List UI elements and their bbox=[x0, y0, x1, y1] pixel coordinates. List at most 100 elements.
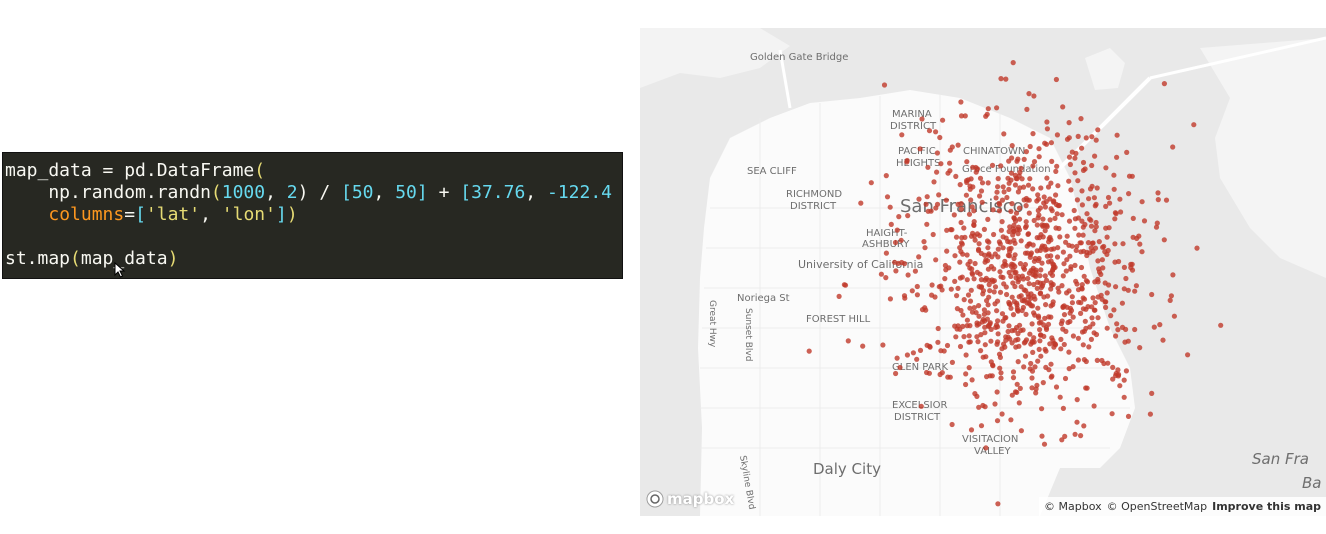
map-point bbox=[1021, 340, 1027, 346]
map-point bbox=[976, 404, 982, 410]
map-point bbox=[957, 182, 963, 188]
map-point bbox=[1017, 185, 1023, 191]
map-point bbox=[966, 339, 972, 345]
map-point bbox=[965, 292, 972, 298]
map-point bbox=[995, 254, 1001, 260]
map-point bbox=[1026, 210, 1032, 216]
map-point bbox=[1068, 307, 1075, 314]
map-point bbox=[952, 278, 958, 284]
map-point bbox=[1023, 219, 1029, 225]
map-point bbox=[1043, 141, 1050, 147]
map-point bbox=[972, 260, 978, 267]
map-point bbox=[1089, 134, 1095, 140]
map-point bbox=[1050, 281, 1056, 288]
map-point bbox=[944, 342, 951, 349]
map-point bbox=[945, 374, 951, 380]
map-point bbox=[982, 330, 988, 336]
map-point bbox=[1038, 267, 1044, 273]
map-point bbox=[1031, 217, 1037, 224]
map-point bbox=[982, 252, 988, 258]
map-point bbox=[1092, 203, 1098, 209]
map-point bbox=[987, 288, 993, 294]
map-point bbox=[980, 354, 986, 360]
map-point bbox=[947, 147, 953, 153]
map-point bbox=[1092, 245, 1099, 251]
map-point bbox=[1031, 335, 1037, 341]
map-point bbox=[1024, 106, 1030, 112]
map-point bbox=[988, 338, 994, 344]
map-point bbox=[1056, 289, 1062, 295]
map-point bbox=[951, 212, 957, 218]
map-point bbox=[1044, 126, 1050, 132]
map-point bbox=[1067, 318, 1073, 325]
mapbox-logo[interactable]: mapbox bbox=[646, 488, 734, 510]
map-point bbox=[977, 175, 984, 181]
map-point bbox=[1045, 293, 1051, 299]
map-point bbox=[1054, 132, 1060, 138]
map-point bbox=[904, 159, 910, 165]
map-point bbox=[1006, 246, 1012, 252]
map-point bbox=[1021, 287, 1027, 293]
map-view[interactable]: Golden Gate Bridge MARINA DISTRICT PACIF… bbox=[640, 28, 1326, 516]
map-point bbox=[1122, 339, 1128, 345]
map-point bbox=[1014, 324, 1020, 331]
map-point bbox=[858, 200, 864, 206]
map-point bbox=[993, 195, 999, 201]
map-point bbox=[1121, 264, 1127, 270]
map-point bbox=[1035, 305, 1041, 311]
attribution-mapbox-link[interactable]: © Mapbox bbox=[1044, 500, 1102, 513]
code-line-5: st.map(map_data) bbox=[5, 248, 179, 269]
map-point bbox=[1124, 149, 1130, 155]
map-point bbox=[1059, 437, 1065, 443]
map-canvas[interactable]: Golden Gate Bridge MARINA DISTRICT PACIF… bbox=[640, 28, 1326, 516]
map-point bbox=[1034, 198, 1040, 204]
map-point bbox=[981, 307, 987, 313]
map-point bbox=[1218, 322, 1224, 328]
map-point bbox=[1040, 234, 1046, 240]
map-point bbox=[1018, 238, 1024, 244]
map-point bbox=[1053, 384, 1060, 390]
code-block[interactable]: map_data = pd.DataFrame( np.random.randn… bbox=[3, 153, 622, 270]
map-point bbox=[1036, 154, 1042, 160]
bay-bridge-east bbox=[1149, 36, 1326, 80]
map-point bbox=[1106, 225, 1112, 231]
map-point bbox=[1105, 360, 1111, 366]
map-point bbox=[963, 192, 969, 198]
map-point bbox=[1013, 269, 1019, 275]
code-cell[interactable]: map_data = pd.DataFrame( np.random.randn… bbox=[2, 152, 623, 279]
map-point bbox=[1132, 288, 1138, 294]
map-point bbox=[984, 374, 990, 380]
map-point bbox=[1003, 235, 1009, 241]
map-point bbox=[1170, 272, 1176, 278]
map-point bbox=[984, 238, 991, 244]
map-point bbox=[971, 219, 977, 225]
map-point bbox=[969, 270, 975, 276]
map-point bbox=[1123, 275, 1129, 282]
map-point bbox=[868, 180, 874, 186]
map-point bbox=[940, 117, 946, 123]
map-point bbox=[1030, 186, 1036, 192]
map-point bbox=[887, 296, 893, 302]
map-point bbox=[1032, 296, 1038, 302]
map-point bbox=[1153, 224, 1160, 230]
map-point bbox=[1008, 417, 1014, 423]
label-richmond: RICHMOND bbox=[786, 189, 842, 200]
map-point bbox=[1130, 234, 1136, 240]
map-point bbox=[970, 164, 976, 170]
attribution-osm-link[interactable]: © OpenStreetMap bbox=[1106, 500, 1208, 513]
map-point bbox=[991, 266, 997, 272]
map-point bbox=[952, 253, 958, 259]
label-sunset-blvd: Sunset Blvd bbox=[743, 308, 753, 361]
map-point bbox=[1014, 226, 1020, 233]
map-point bbox=[919, 116, 925, 122]
map-point bbox=[1053, 76, 1059, 83]
map-point bbox=[1048, 361, 1054, 367]
map-point bbox=[985, 245, 991, 251]
map-point bbox=[1059, 212, 1065, 218]
map-point bbox=[1011, 215, 1017, 221]
map-point bbox=[912, 268, 918, 274]
improve-map-link[interactable]: Improve this map bbox=[1212, 500, 1321, 513]
map-point bbox=[1008, 208, 1014, 214]
map-point bbox=[1035, 207, 1041, 214]
map-point bbox=[806, 348, 812, 354]
